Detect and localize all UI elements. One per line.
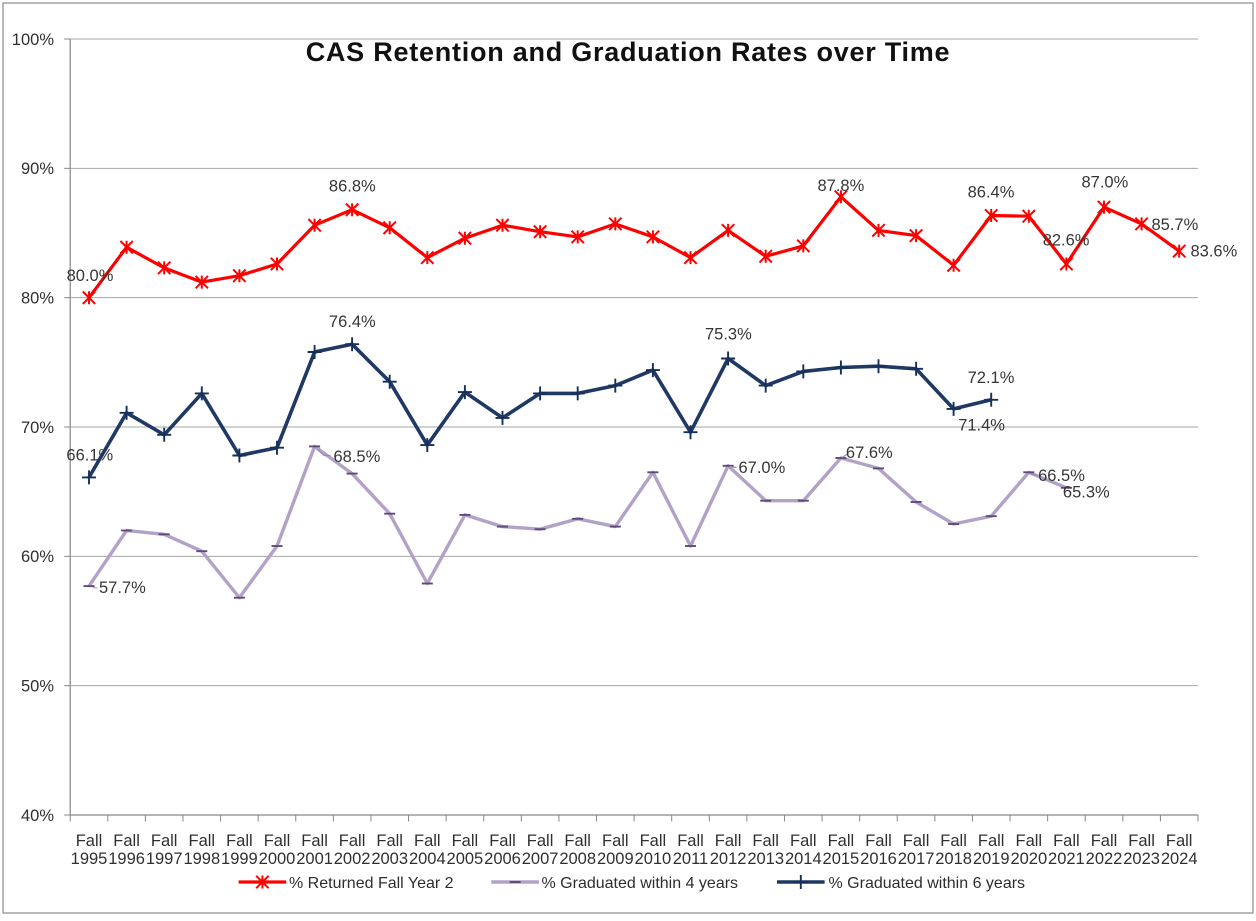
svg-text:Fall: Fall — [903, 832, 930, 850]
svg-text:2001: 2001 — [296, 850, 333, 868]
svg-text:Fall: Fall — [940, 832, 967, 850]
svg-text:Fall: Fall — [376, 832, 403, 850]
svg-text:80%: 80% — [21, 290, 54, 308]
svg-text:Fall: Fall — [189, 832, 216, 850]
svg-text:2006: 2006 — [484, 850, 521, 868]
svg-text:Fall: Fall — [452, 832, 479, 850]
svg-text:2020: 2020 — [1010, 850, 1047, 868]
svg-text:67.0%: 67.0% — [739, 459, 786, 477]
svg-text:CAS Retention and Graduation R: CAS Retention and Graduation Rates over … — [306, 37, 951, 67]
svg-text:Fall: Fall — [715, 832, 742, 850]
svg-text:Fall: Fall — [1091, 832, 1118, 850]
svg-text:65.3%: 65.3% — [1063, 483, 1110, 501]
svg-text:1997: 1997 — [146, 850, 183, 868]
svg-text:83.6%: 83.6% — [1191, 242, 1238, 260]
svg-text:2008: 2008 — [559, 850, 596, 868]
svg-text:72.1%: 72.1% — [968, 369, 1015, 387]
svg-text:82.6%: 82.6% — [1043, 232, 1090, 250]
svg-text:80.0%: 80.0% — [67, 267, 114, 285]
svg-text:85.7%: 85.7% — [1152, 216, 1199, 234]
svg-text:66.1%: 66.1% — [66, 446, 113, 464]
svg-text:71.4%: 71.4% — [958, 416, 1005, 434]
svg-text:Fall: Fall — [1016, 832, 1043, 850]
svg-text:Fall: Fall — [602, 832, 629, 850]
svg-text:1995: 1995 — [71, 850, 108, 868]
svg-text:2015: 2015 — [823, 850, 860, 868]
svg-text:Fall: Fall — [828, 832, 855, 850]
svg-text:2007: 2007 — [522, 850, 559, 868]
svg-text:2011: 2011 — [673, 850, 708, 868]
svg-text:% Graduated within 6 years: % Graduated within 6 years — [829, 875, 1026, 892]
svg-text:70%: 70% — [21, 419, 54, 437]
svg-text:87.0%: 87.0% — [1082, 174, 1129, 192]
svg-text:75.3%: 75.3% — [705, 326, 752, 344]
svg-text:76.4%: 76.4% — [329, 313, 376, 331]
svg-text:100%: 100% — [12, 31, 55, 49]
svg-text:Fall: Fall — [264, 832, 291, 850]
svg-text:Fall: Fall — [76, 832, 103, 850]
svg-text:2005: 2005 — [447, 850, 484, 868]
svg-text:Fall: Fall — [564, 832, 591, 850]
svg-text:2019: 2019 — [973, 850, 1010, 868]
svg-text:Fall: Fall — [790, 832, 817, 850]
svg-text:1999: 1999 — [221, 850, 258, 868]
svg-text:2014: 2014 — [785, 850, 822, 868]
svg-text:Fall: Fall — [978, 832, 1005, 850]
svg-text:40%: 40% — [21, 807, 54, 825]
svg-text:1998: 1998 — [183, 850, 220, 868]
svg-text:2017: 2017 — [898, 850, 935, 868]
svg-text:60%: 60% — [21, 548, 54, 566]
svg-text:2021: 2021 — [1048, 850, 1085, 868]
svg-text:50%: 50% — [21, 678, 54, 696]
svg-text:2016: 2016 — [860, 850, 897, 868]
svg-text:2000: 2000 — [259, 850, 296, 868]
svg-text:Fall: Fall — [414, 832, 441, 850]
svg-text:86.4%: 86.4% — [968, 184, 1015, 202]
svg-text:2012: 2012 — [710, 850, 747, 868]
svg-text:Fall: Fall — [865, 832, 892, 850]
svg-text:% Graduated within 4 years: % Graduated within 4 years — [542, 875, 739, 892]
svg-text:2022: 2022 — [1086, 850, 1123, 868]
svg-text:% Returned Fall Year 2: % Returned Fall Year 2 — [289, 875, 454, 892]
svg-text:2023: 2023 — [1123, 850, 1160, 868]
svg-text:2010: 2010 — [635, 850, 672, 868]
svg-text:2024: 2024 — [1161, 850, 1198, 868]
svg-text:Fall: Fall — [752, 832, 779, 850]
svg-text:Fall: Fall — [640, 832, 667, 850]
svg-text:Fall: Fall — [151, 832, 178, 850]
svg-text:Fall: Fall — [1128, 832, 1155, 850]
svg-text:Fall: Fall — [677, 832, 704, 850]
svg-text:Fall: Fall — [226, 832, 253, 850]
svg-text:2009: 2009 — [597, 850, 634, 868]
svg-text:Fall: Fall — [339, 832, 366, 850]
svg-text:2013: 2013 — [747, 850, 784, 868]
svg-text:Fall: Fall — [527, 832, 554, 850]
svg-text:Fall: Fall — [113, 832, 140, 850]
svg-text:2003: 2003 — [371, 850, 408, 868]
svg-text:86.8%: 86.8% — [329, 178, 376, 196]
svg-text:2002: 2002 — [334, 850, 371, 868]
svg-text:Fall: Fall — [1166, 832, 1193, 850]
svg-text:67.6%: 67.6% — [846, 444, 893, 462]
svg-text:66.5%: 66.5% — [1038, 467, 1085, 485]
svg-text:68.5%: 68.5% — [334, 448, 381, 466]
svg-text:2004: 2004 — [409, 850, 446, 868]
svg-text:2018: 2018 — [935, 850, 972, 868]
svg-text:Fall: Fall — [489, 832, 516, 850]
svg-text:Fall: Fall — [301, 832, 328, 850]
svg-text:57.7%: 57.7% — [99, 579, 146, 597]
svg-text:1996: 1996 — [108, 850, 145, 868]
svg-text:87.8%: 87.8% — [818, 177, 865, 195]
svg-text:90%: 90% — [21, 160, 54, 178]
svg-text:Fall: Fall — [1053, 832, 1080, 850]
